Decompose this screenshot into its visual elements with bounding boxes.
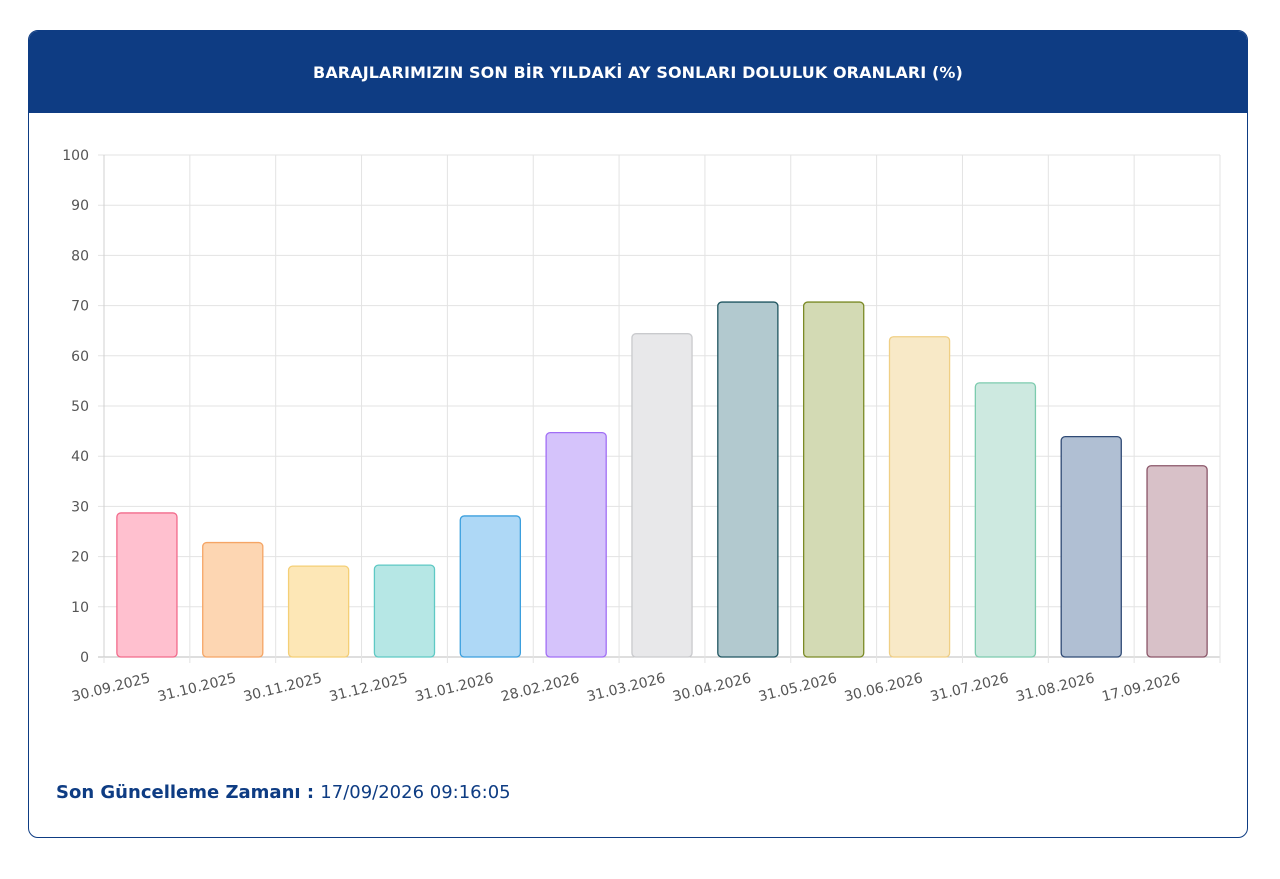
last-update-value: 17/09/2026 09:16:05 [320, 782, 511, 803]
y-tick-label: 50 [71, 399, 89, 415]
last-update-separator: : [300, 782, 321, 803]
bar[interactable] [545, 431, 607, 658]
x-tick-label: 30.06.2026 [843, 670, 925, 705]
y-axis-ticks: 0 10 20 30 40 50 60 70 80 90 100 [62, 148, 89, 666]
bar[interactable] [202, 541, 264, 658]
x-tick-label: 31.12.2025 [328, 670, 410, 705]
y-tick-label: 10 [71, 600, 89, 616]
x-tick-label: 31.07.2026 [929, 670, 1011, 705]
card-header: BARAJLARIMIZIN SON BİR YILDAKİ AY SONLAR… [29, 31, 1247, 113]
bar[interactable] [631, 333, 693, 658]
bar[interactable] [116, 512, 178, 658]
bar[interactable] [287, 565, 350, 658]
x-tick-label: 31.10.2025 [156, 670, 238, 705]
y-tick-label: 80 [71, 248, 89, 264]
bar[interactable] [888, 336, 951, 658]
bar[interactable] [1146, 465, 1208, 658]
bar[interactable] [373, 564, 436, 658]
last-update: Son Güncelleme Zamanı : 17/09/2026 09:16… [56, 782, 511, 803]
y-tick-label: 100 [62, 148, 89, 164]
last-update-label: Son Güncelleme Zamanı [56, 782, 301, 803]
y-tick-label: 40 [71, 449, 89, 465]
x-tick-label: 30.09.2025 [70, 670, 152, 705]
chart-title: BARAJLARIMIZIN SON BİR YILDAKİ AY SONLAR… [313, 62, 963, 82]
x-tick-label: 31.08.2026 [1015, 670, 1097, 705]
bar[interactable] [459, 515, 522, 658]
chart-card: BARAJLARIMIZIN SON BİR YILDAKİ AY SONLAR… [28, 30, 1248, 838]
bar[interactable] [974, 382, 1037, 658]
x-tick-label: 30.04.2026 [671, 670, 753, 705]
y-tick-label: 0 [80, 650, 89, 666]
x-axis-ticks: 30.09.2025 31.10.2025 30.11.2025 31.12.2025… [70, 670, 1182, 705]
x-tick-label: 17.09.2026 [1100, 670, 1182, 705]
x-tick-label: 28.02.2026 [499, 670, 581, 705]
bar[interactable] [1060, 435, 1122, 658]
bar[interactable] [717, 301, 779, 658]
y-tick-label: 30 [71, 499, 89, 515]
y-tick-label: 90 [71, 198, 89, 214]
x-tick-label: 31.05.2026 [757, 670, 839, 705]
bars [116, 301, 1208, 658]
y-tick-label: 60 [71, 349, 89, 365]
x-tick-label: 31.01.2026 [414, 670, 496, 705]
bar[interactable] [802, 301, 865, 658]
y-tick-label: 20 [71, 550, 89, 566]
x-tick-label: 30.11.2025 [242, 670, 324, 705]
x-tick-label: 31.03.2026 [585, 670, 667, 705]
y-tick-label: 70 [71, 299, 89, 315]
